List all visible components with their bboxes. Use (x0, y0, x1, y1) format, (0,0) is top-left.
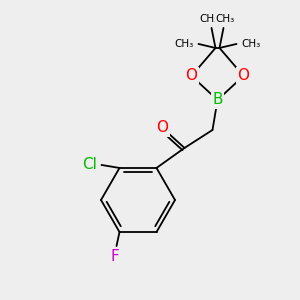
Text: B: B (212, 92, 223, 107)
Text: O: O (157, 121, 169, 136)
Text: F: F (110, 248, 119, 263)
Text: Cl: Cl (82, 158, 97, 172)
Text: O: O (185, 68, 197, 83)
Text: CH₃: CH₃ (200, 14, 219, 24)
Text: CH₃: CH₃ (174, 39, 194, 49)
Text: CH₃: CH₃ (242, 39, 261, 49)
Text: O: O (238, 68, 250, 83)
Text: CH₃: CH₃ (216, 14, 235, 24)
